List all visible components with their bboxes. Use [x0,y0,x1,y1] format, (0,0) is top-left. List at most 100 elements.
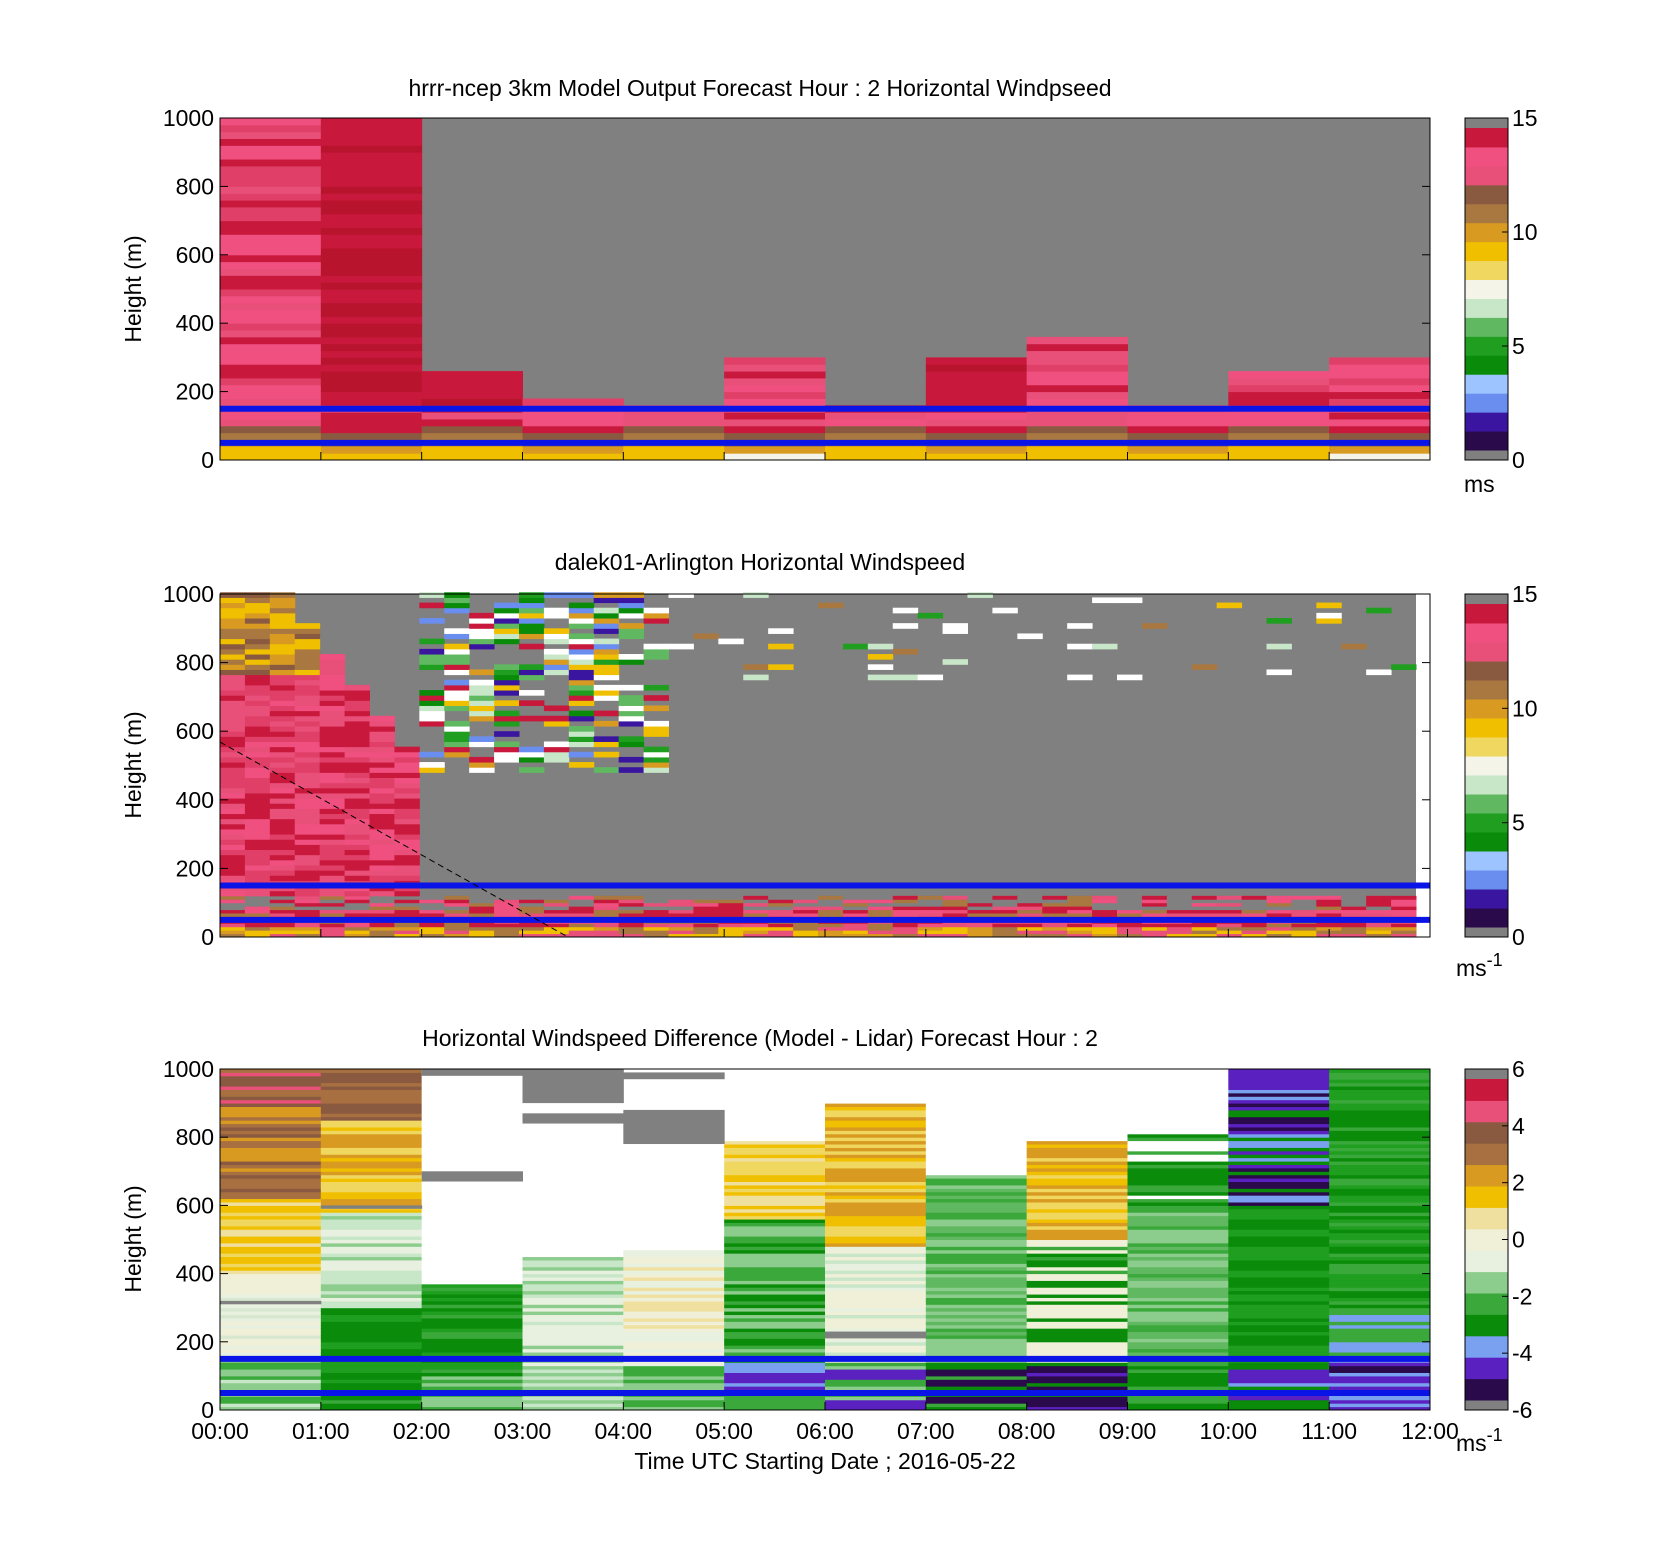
lidar-cell [394,909,420,914]
lidar-cell [1117,912,1143,917]
lidar-cell [618,741,645,748]
difference-cell [1228,1307,1330,1312]
difference-cell [220,1362,322,1367]
difference-cell [825,1294,927,1298]
difference-cell [925,1205,1028,1210]
lidar-cell [1017,633,1043,640]
lidar-cell [294,808,321,815]
difference-cell [1329,1270,1431,1275]
difference-cell [220,1277,322,1281]
lidar-cell [1166,895,1193,900]
difference-cell [522,1253,624,1258]
difference-cell [1329,1069,1431,1073]
lidar-cell [593,895,620,900]
difference-cell [825,1167,927,1172]
model-cell [220,261,322,269]
difference-cell [220,1290,322,1295]
lidar-cell [344,813,370,820]
difference-cell [522,1362,624,1367]
colorbar-segment [1465,184,1508,205]
difference-cell [623,1317,725,1322]
lidar-cell [444,597,470,604]
lidar-cell [643,684,669,691]
lidar-cell [1291,933,1317,938]
difference-cell [421,1181,523,1186]
difference-cell [320,1208,423,1213]
model-cell [1329,357,1431,365]
lidar-cell [269,700,296,706]
lidar-cell [1266,618,1292,624]
colorbar-segment [1465,1100,1508,1123]
lidar-cell [369,844,395,851]
lidar-cell [1391,926,1417,931]
lidar-cell [743,909,769,914]
difference-cell [623,1215,725,1220]
lidar-cell [244,746,271,753]
difference-cell [925,1399,1028,1404]
model-cell [1228,446,1330,454]
difference-cell [825,1157,927,1162]
difference-cell [1329,1167,1431,1172]
difference-cell [1127,1290,1229,1295]
difference-cell [1026,1331,1128,1336]
lidar-cell [494,669,520,676]
difference-cell [825,1161,927,1165]
difference-cell [1228,1075,1330,1080]
lidar-cell [743,923,769,928]
lidar-cell [718,912,744,917]
difference-cell [220,1069,322,1073]
difference-cell [421,1229,523,1234]
lidar-cell [319,751,346,758]
difference-cell [320,1382,423,1387]
difference-cell [522,1236,624,1240]
lidar-cell [743,933,769,938]
difference-cell [724,1222,826,1227]
lidar-cell [1067,643,1093,650]
difference-cell [724,1195,826,1200]
difference-cell [421,1399,523,1404]
lidar-cell [1241,930,1267,935]
difference-cell [925,1089,1028,1094]
difference-cell [724,1352,826,1356]
difference-cell [825,1300,927,1305]
lidar-cell [394,923,420,928]
model-cell [320,398,423,406]
difference-cell [320,1188,423,1193]
lidar-cell [444,633,470,640]
lidar-cell [394,859,420,866]
difference-cell [623,1372,725,1377]
difference-cell [825,1137,927,1142]
lidar-cell [220,690,246,696]
lidar-cell [643,933,669,938]
difference-cell [623,1300,725,1305]
lidar-cell [494,756,520,763]
lidar-cell [220,674,246,681]
lidar-cell [568,592,595,598]
lidar-cell [444,933,470,938]
difference-cell [220,1246,322,1251]
difference-cell [825,1096,927,1101]
lidar-cell [369,772,395,779]
lidar-cell [220,726,246,732]
lidar-cell [294,792,321,799]
difference-cell [220,1297,322,1302]
model-cell [1329,412,1431,420]
lidar-cell [1166,923,1193,928]
difference-cell [1026,1253,1128,1258]
lidar-cell [220,930,246,935]
difference-cell [925,1147,1028,1152]
difference-cell [1127,1229,1229,1234]
lidar-cell [768,906,794,911]
model-cell [320,343,423,352]
lidar-cell [494,674,520,681]
difference-cell [320,1126,423,1131]
lidar-cell [693,923,719,928]
lidar-cell [394,930,420,935]
difference-cell [1228,1249,1330,1254]
lidar-cell [668,909,694,914]
difference-cell [623,1396,725,1401]
difference-cell [1026,1283,1128,1288]
lidar-cell [244,664,271,670]
difference-cell [1026,1126,1128,1131]
lidar-cell [568,895,595,900]
